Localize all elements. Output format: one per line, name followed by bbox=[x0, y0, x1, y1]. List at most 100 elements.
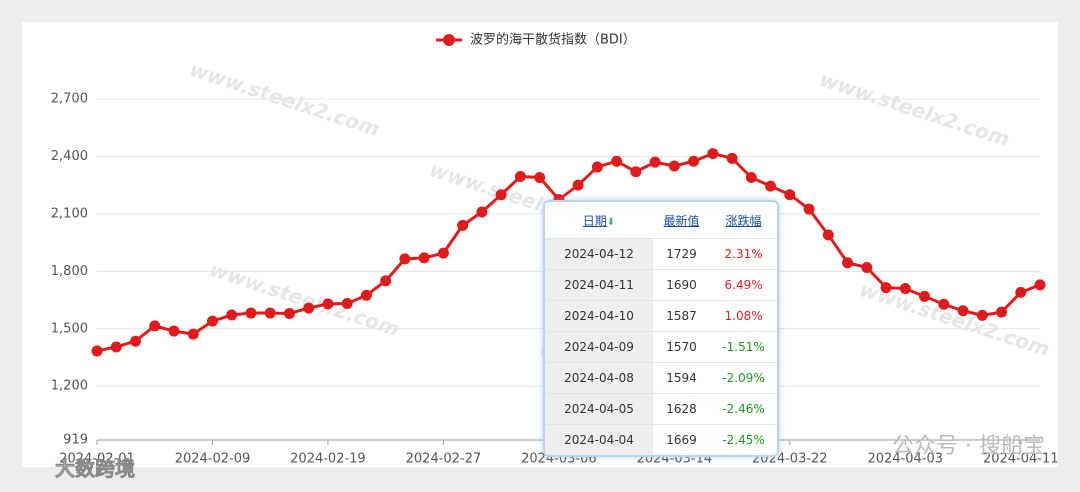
point bbox=[380, 275, 392, 287]
point bbox=[149, 320, 161, 332]
table-header: 日期⬇ 最新值 涨跌幅 bbox=[545, 202, 777, 239]
table-row: 2024-04-09 1570 -1.51% bbox=[545, 331, 777, 363]
table-body: 2024-04-12 1729 2.31% 2024-04-11 1690 6.49% 20… bbox=[545, 238, 777, 455]
point bbox=[899, 283, 911, 295]
point bbox=[668, 160, 680, 172]
x-tick-label: 2024-02-09 bbox=[175, 452, 251, 467]
y-tick-label: 2,700 bbox=[51, 92, 88, 107]
point bbox=[303, 302, 315, 314]
point bbox=[630, 166, 642, 178]
point bbox=[129, 335, 141, 347]
point bbox=[534, 172, 546, 184]
point bbox=[418, 252, 430, 264]
table-cell: 2.31% bbox=[710, 238, 777, 270]
point bbox=[187, 328, 199, 340]
table: 日期⬇ 最新值 涨跌幅 2024-04-12 1729 2.31% 2024-04-11 1… bbox=[545, 202, 777, 455]
footer-right: 公众号 · 搜船宝 bbox=[892, 434, 1045, 459]
y-tick-label: 1,500 bbox=[51, 321, 88, 336]
point bbox=[572, 179, 584, 191]
point bbox=[457, 219, 469, 231]
table-cell: 1669 bbox=[652, 424, 711, 455]
table-row: 2024-04-05 1628 -2.46% bbox=[545, 393, 777, 425]
column-header[interactable]: 最新值 bbox=[663, 213, 700, 228]
point bbox=[688, 155, 700, 167]
point bbox=[822, 229, 834, 241]
table-row: 2024-04-12 1729 2.31% bbox=[545, 238, 777, 270]
table-cell: -2.46% bbox=[710, 393, 777, 425]
point bbox=[514, 171, 526, 183]
point bbox=[399, 253, 411, 265]
table-cell: -2.09% bbox=[710, 362, 777, 394]
x-tick-label: 2024-02-19 bbox=[290, 452, 366, 467]
data-table: 日期⬇ 最新值 涨跌幅 2024-04-12 1729 2.31% 2024-04-11 1… bbox=[543, 200, 779, 457]
point bbox=[264, 307, 276, 319]
point bbox=[495, 189, 507, 201]
footer-left: 大数跨境 bbox=[55, 457, 135, 481]
point bbox=[707, 148, 719, 160]
card bbox=[22, 22, 1058, 467]
column-header[interactable]: 日期⬇ bbox=[582, 213, 616, 228]
point bbox=[206, 315, 218, 327]
table-cell: 2024-04-04 bbox=[545, 424, 653, 455]
point bbox=[726, 152, 738, 164]
point bbox=[245, 307, 257, 319]
point bbox=[803, 203, 815, 215]
table-cell: 2024-04-09 bbox=[545, 331, 653, 363]
table-row: 2024-04-08 1594 -2.09% bbox=[545, 362, 777, 394]
point bbox=[1015, 286, 1027, 298]
column-header[interactable]: 涨跌幅 bbox=[725, 213, 762, 228]
table-cell: 1594 bbox=[652, 362, 711, 394]
point bbox=[110, 341, 122, 353]
point bbox=[976, 309, 988, 321]
table-cell: 2024-04-05 bbox=[545, 393, 653, 425]
table-cell: -1.51% bbox=[710, 331, 777, 363]
point bbox=[996, 306, 1008, 318]
point bbox=[957, 305, 969, 317]
x-tick-label: 2024-02-01 bbox=[59, 452, 135, 467]
point bbox=[765, 180, 777, 192]
table-cell: 2024-04-08 bbox=[545, 362, 653, 394]
point bbox=[611, 155, 623, 167]
legend-marker bbox=[443, 34, 455, 46]
y-tick-label: 1,200 bbox=[51, 379, 88, 394]
table-row: 2024-04-10 1587 1.08% bbox=[545, 300, 777, 332]
point bbox=[91, 345, 103, 357]
table-cell: 6.49% bbox=[710, 269, 777, 301]
x-tick-label: 2024-04-03 bbox=[868, 452, 944, 467]
table-row: 2024-04-04 1669 -2.45% bbox=[545, 424, 777, 455]
y-tick-label: 2,100 bbox=[51, 206, 88, 221]
y-tick-label: 2,400 bbox=[51, 149, 88, 164]
point bbox=[745, 172, 757, 184]
point bbox=[168, 325, 180, 337]
y-tick-label: 919 bbox=[63, 433, 88, 448]
table-cell: 1587 bbox=[652, 300, 711, 332]
table-cell: 2024-04-10 bbox=[545, 300, 653, 332]
point bbox=[591, 161, 603, 173]
point bbox=[476, 206, 488, 218]
point bbox=[842, 257, 854, 269]
table-row: 2024-04-11 1690 6.49% bbox=[545, 269, 777, 301]
point bbox=[649, 156, 661, 168]
table-cell: 1570 bbox=[652, 331, 711, 363]
point bbox=[880, 282, 892, 294]
point bbox=[437, 247, 449, 259]
y-tick-label: 1,800 bbox=[51, 264, 88, 279]
point bbox=[322, 298, 334, 310]
point bbox=[283, 307, 295, 319]
table-cell: 2024-04-12 bbox=[545, 238, 653, 270]
sort-icon[interactable]: ⬇ bbox=[606, 216, 616, 228]
table-cell: -2.45% bbox=[710, 424, 777, 455]
point bbox=[341, 297, 353, 309]
table-cell: 1.08% bbox=[710, 300, 777, 332]
point bbox=[226, 309, 238, 321]
point bbox=[784, 189, 796, 201]
table-cell: 1690 bbox=[652, 269, 711, 301]
x-tick-label: 2024-04-11 bbox=[983, 452, 1059, 467]
table-cell: 1628 bbox=[652, 393, 711, 425]
legend-label: 波罗的海干散货指数（BDI） bbox=[470, 32, 636, 48]
point bbox=[938, 298, 950, 310]
point bbox=[919, 290, 931, 302]
table-cell: 1729 bbox=[652, 238, 711, 270]
